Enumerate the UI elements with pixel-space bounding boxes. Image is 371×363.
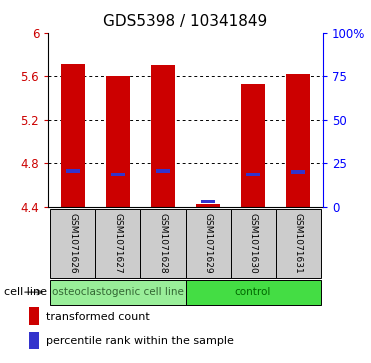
Bar bbox=[29, 331, 39, 350]
Text: GSM1071630: GSM1071630 bbox=[249, 213, 257, 274]
Bar bbox=[241, 84, 265, 207]
Text: GSM1071628: GSM1071628 bbox=[158, 213, 167, 274]
Bar bbox=[276, 209, 321, 278]
Bar bbox=[95, 209, 141, 278]
Bar bbox=[106, 76, 130, 207]
Text: transformed count: transformed count bbox=[46, 312, 150, 322]
Bar bbox=[186, 209, 230, 278]
Text: GSM1071627: GSM1071627 bbox=[114, 213, 122, 274]
Text: GSM1071631: GSM1071631 bbox=[293, 213, 302, 274]
Text: GSM1071629: GSM1071629 bbox=[204, 213, 213, 274]
Bar bbox=[111, 172, 125, 176]
Bar bbox=[201, 200, 216, 203]
Bar bbox=[196, 204, 220, 207]
Bar bbox=[286, 74, 311, 207]
Bar bbox=[66, 169, 81, 172]
Title: GDS5398 / 10341849: GDS5398 / 10341849 bbox=[104, 14, 267, 29]
Text: osteoclastogenic cell line: osteoclastogenic cell line bbox=[52, 287, 184, 297]
Bar bbox=[246, 172, 260, 176]
Bar bbox=[290, 170, 305, 174]
Text: percentile rank within the sample: percentile rank within the sample bbox=[46, 337, 233, 346]
Text: cell line: cell line bbox=[4, 287, 47, 297]
Text: GSM1071626: GSM1071626 bbox=[69, 213, 78, 274]
Bar bbox=[151, 65, 175, 207]
Bar bbox=[50, 209, 95, 278]
Bar bbox=[230, 209, 276, 278]
Bar bbox=[60, 64, 85, 207]
Bar bbox=[155, 169, 170, 172]
Bar bbox=[29, 307, 39, 325]
Bar bbox=[50, 280, 186, 305]
Text: control: control bbox=[235, 287, 271, 297]
Bar bbox=[141, 209, 186, 278]
Bar bbox=[186, 280, 321, 305]
